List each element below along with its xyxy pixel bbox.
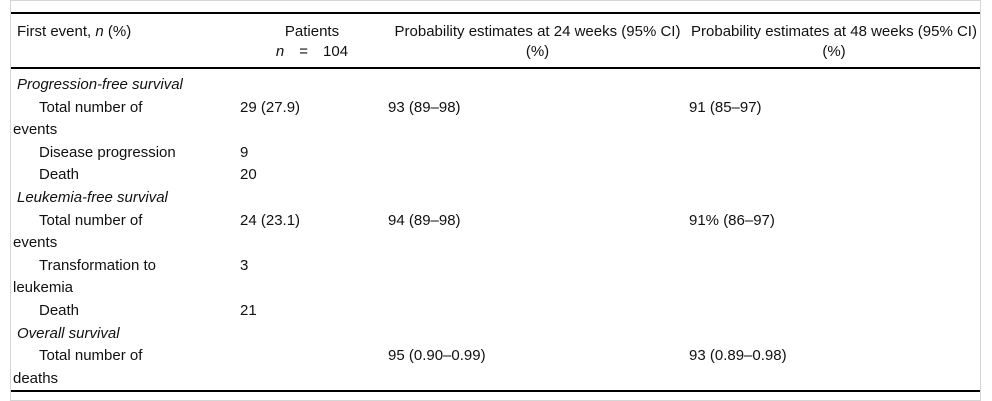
column-header-prob-24-weeks: Probability estimates at 24 weeks (95% C…: [387, 12, 688, 69]
table-header: First event, n (%) Patients n = 104 Probab…: [11, 12, 980, 69]
cell-prob-24: 93 (89–98): [388, 98, 461, 116]
cell-patients: 3: [240, 256, 249, 274]
table-row-disease-progression: Disease progression 9: [11, 142, 980, 165]
patients-value: 104: [323, 43, 349, 60]
cell-prob-48: [688, 142, 980, 165]
column-header-first-event: First event, n (%): [11, 12, 237, 69]
cell-prob-24: [387, 142, 688, 165]
cell-label: Transformation to leukemia: [13, 256, 156, 297]
header-first-event-suffix: (%): [103, 23, 132, 40]
cell-prob-24: 94 (89–98): [388, 211, 461, 229]
column-header-patients: Patients n = 104: [237, 12, 387, 69]
cell-label: Death: [39, 301, 80, 319]
cell-prob-48: 93 (0.89–0.98): [689, 347, 787, 365]
section-row-overall-survival: Overall survival: [11, 323, 980, 346]
cell-prob-24: [387, 300, 688, 323]
header-row: First event, n (%) Patients n = 104 Probab…: [11, 12, 980, 69]
patients-equals: =: [299, 43, 309, 60]
table-row-total-deaths-os: Total number of deaths 95 (0.90–0.99) 93…: [11, 345, 980, 391]
patients-n: n: [275, 43, 285, 60]
table-body: Progression-free survival Total number o…: [11, 68, 980, 391]
cell-label: Death: [39, 166, 80, 184]
cell-label: Total number of deaths: [13, 347, 143, 387]
cell-label: Total number of events: [13, 98, 143, 139]
cell-patients: 9: [240, 143, 249, 161]
column-header-prob-48-weeks: Probability estimates at 48 weeks (95% C…: [688, 12, 980, 69]
cell-prob-24: [387, 164, 688, 187]
cell-patients: 29 (27.9): [240, 98, 301, 116]
cell-patients: 24 (23.1): [240, 211, 301, 229]
patients-n-count: n = 104: [239, 42, 385, 62]
section-label: Overall survival: [17, 324, 120, 342]
table-row-total-events-pfs: Total number of events 29 (27.9) 93 (89–…: [11, 97, 980, 142]
header-first-event-n: n: [95, 23, 104, 40]
table-row-death-lfs: Death 21: [11, 300, 980, 323]
cell-patients: [237, 345, 387, 391]
cell-prob-48: [688, 300, 980, 323]
first-events-table: First event, n (%) Patients n = 104 Probab…: [11, 12, 980, 393]
cell-label: Disease progression: [39, 143, 176, 161]
cell-patients: 20: [240, 166, 257, 184]
cell-label: Total number of events: [13, 211, 143, 252]
cell-prob-48: [688, 164, 980, 187]
section-row-progression-free-survival: Progression-free survival: [11, 68, 980, 97]
section-label: Progression-free survival: [17, 76, 183, 93]
patients-label: Patients: [284, 23, 340, 40]
table-row-transformation-to-leukemia: Transformation to leukemia 3: [11, 255, 980, 300]
section-row-leukemia-free-survival: Leukemia-free survival: [11, 187, 980, 210]
events-table-container: First event, n (%) Patients n = 104 Probab…: [10, 0, 981, 401]
cell-prob-48: 91% (86–97): [689, 211, 775, 229]
header-first-event-prefix: First event,: [17, 23, 96, 40]
cell-prob-24: 95 (0.90–0.99): [388, 347, 486, 365]
cell-prob-48: [688, 255, 980, 300]
section-label: Leukemia-free survival: [17, 188, 168, 206]
cell-patients: 21: [240, 301, 257, 319]
cell-prob-48: 91 (85–97): [689, 98, 762, 116]
cell-prob-24: [387, 255, 688, 300]
table-row-total-events-lfs: Total number of events 24 (23.1) 94 (89–…: [11, 210, 980, 255]
table-row-death-pfs: Death 20: [11, 164, 980, 187]
